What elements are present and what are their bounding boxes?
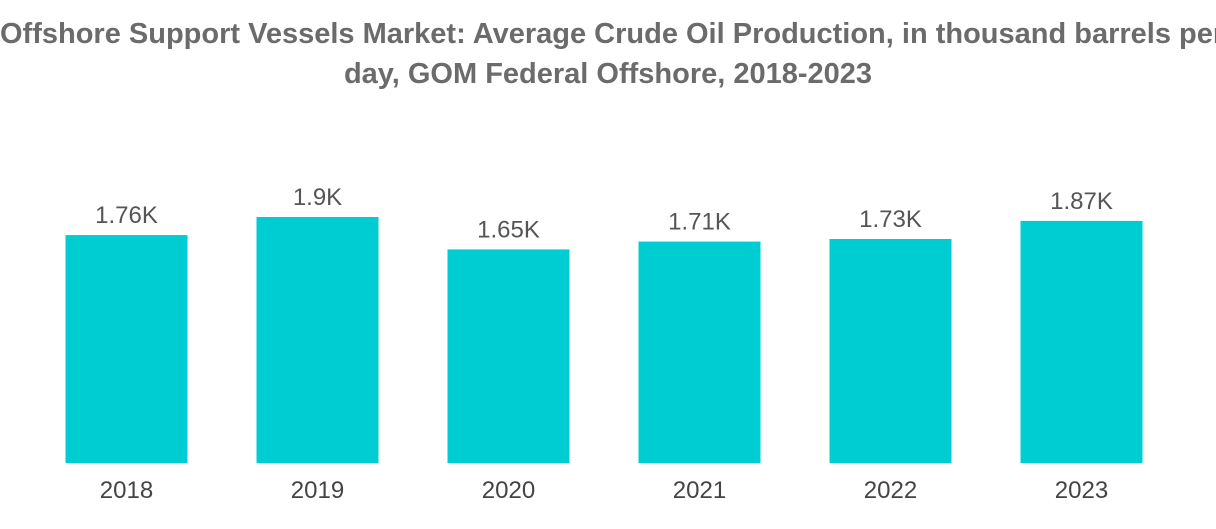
chart-title: Offshore Support Vessels Market: Average… (0, 14, 1216, 94)
value-labels-group: 1.76K 1.9K 1.65K 1.71K 1.73K 1.87K (95, 184, 1113, 243)
chart-title-line-1: Offshore Support Vessels Market: Average… (0, 18, 1216, 50)
value-label-2019: 1.9K (293, 184, 342, 211)
bar-2018 (65, 235, 188, 463)
bar-2023 (1020, 220, 1143, 463)
x-tick-label-2018: 2018 (100, 477, 153, 504)
x-tick-label-2021: 2021 (673, 477, 726, 504)
x-tick-label-2022: 2022 (864, 477, 917, 504)
chart-title-line-2: day, GOM Federal Offshore, 2018-2023 (343, 58, 873, 90)
x-axis-tick-labels: 2018 2019 2020 2021 2022 2023 (100, 477, 1108, 504)
x-tick-label-2019: 2019 (291, 477, 344, 504)
x-tick-label-2020: 2020 (482, 477, 535, 504)
bar-2019 (256, 217, 379, 463)
value-label-2023: 1.87K (1050, 188, 1113, 215)
value-label-2021: 1.71K (668, 209, 731, 236)
bar-2022 (829, 239, 952, 463)
value-label-2018: 1.76K (95, 202, 158, 229)
bar-2021 (638, 241, 761, 463)
x-tick-label-2023: 2023 (1055, 477, 1108, 504)
bar-2020 (447, 249, 570, 463)
value-label-2022: 1.73K (859, 206, 922, 233)
value-label-2020: 1.65K (477, 216, 540, 243)
bars-group (65, 217, 1143, 463)
